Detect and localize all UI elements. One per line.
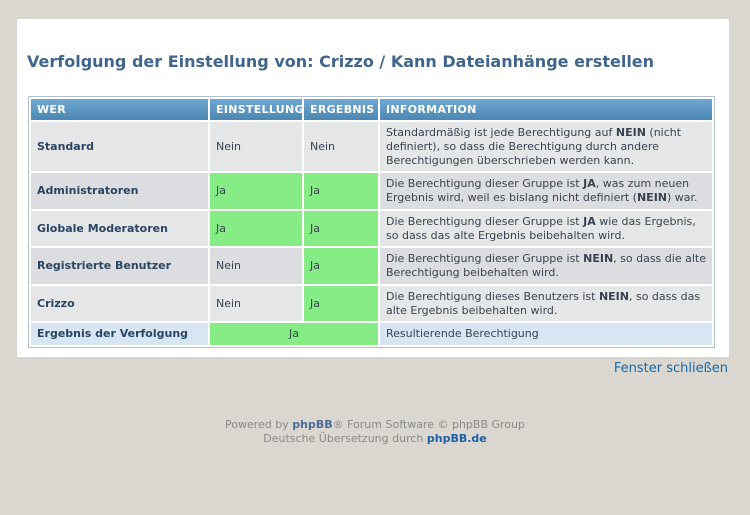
result-cell: Ja bbox=[304, 285, 378, 322]
phpbbde-link[interactable]: phpBB.de bbox=[426, 432, 487, 445]
permission-trace-table: WER EINSTELLUNG ERGEBNIS INFORMATION Sta… bbox=[28, 96, 715, 348]
page-title: Verfolgung der Einstellung von: Crizzo /… bbox=[27, 52, 655, 71]
setting-cell: Ja bbox=[210, 173, 302, 209]
table-row-trace-result: Ergebnis der Verfolgung Ja Resultierende… bbox=[31, 323, 712, 345]
trace-result-value-cell: Ja bbox=[210, 323, 378, 345]
table-row-standard: Standard Nein Nein Standardmäßig ist jed… bbox=[31, 122, 712, 172]
result-cell: Ja bbox=[304, 210, 378, 247]
setting-cell: Ja bbox=[210, 210, 302, 247]
who-cell: Standard bbox=[31, 122, 208, 172]
result-cell: Ja bbox=[304, 248, 378, 284]
info-cell: Standardmäßig ist jede Berechtigung auf … bbox=[380, 122, 712, 172]
info-cell: Resultierende Berechtigung bbox=[380, 323, 712, 345]
table-row-crizzo: Crizzo Nein Ja Die Berechtigung dieses B… bbox=[31, 285, 712, 322]
table-row-registered-users: Registrierte Benutzer Nein Ja Die Berech… bbox=[31, 248, 712, 284]
footer-powered-suffix: ® Forum Software © phpBB Group bbox=[332, 418, 525, 431]
who-cell: Administratoren bbox=[31, 173, 208, 209]
footer-powered-line: Powered by phpBB® Forum Software © phpBB… bbox=[0, 418, 750, 432]
setting-cell: Nein bbox=[210, 122, 302, 172]
footer-translation-line: Deutsche Übersetzung durch phpBB.de bbox=[0, 432, 750, 446]
footer: Powered by phpBB® Forum Software © phpBB… bbox=[0, 418, 750, 446]
close-row: Fenster schließen bbox=[614, 361, 728, 376]
column-header-who: WER bbox=[31, 99, 208, 120]
result-cell: Nein bbox=[304, 122, 378, 172]
info-cell: Die Berechtigung dieser Gruppe ist NEIN,… bbox=[380, 248, 712, 284]
info-cell: Die Berechtigung dieser Gruppe ist JA wi… bbox=[380, 210, 712, 247]
who-cell: Crizzo bbox=[31, 285, 208, 322]
close-window-link[interactable]: Fenster schließen bbox=[613, 361, 728, 376]
table-row-administrators: Administratoren Ja Ja Die Berechtigung d… bbox=[31, 173, 712, 209]
who-cell: Globale Moderatoren bbox=[31, 210, 208, 247]
who-cell: Ergebnis der Verfolgung bbox=[31, 323, 208, 345]
setting-cell: Nein bbox=[210, 248, 302, 284]
table-header: WER EINSTELLUNG ERGEBNIS INFORMATION bbox=[31, 99, 712, 120]
footer-translation-prefix: Deutsche Übersetzung durch bbox=[263, 432, 427, 445]
footer-powered-prefix: Powered by bbox=[225, 418, 293, 431]
setting-cell: Nein bbox=[210, 285, 302, 322]
table-row-global-moderators: Globale Moderatoren Ja Ja Die Berechtigu… bbox=[31, 210, 712, 247]
result-cell: Ja bbox=[304, 173, 378, 209]
info-cell: Die Berechtigung dieser Gruppe ist JA, w… bbox=[380, 173, 712, 209]
column-header-information: INFORMATION bbox=[380, 99, 712, 120]
column-header-setting: EINSTELLUNG bbox=[210, 99, 304, 120]
who-cell: Registrierte Benutzer bbox=[31, 248, 208, 284]
popup-window: Verfolgung der Einstellung von: Crizzo /… bbox=[17, 19, 729, 357]
phpbb-link[interactable]: phpBB bbox=[292, 418, 333, 431]
info-cell: Die Berechtigung dieses Benutzers ist NE… bbox=[380, 285, 712, 322]
column-header-result: ERGEBNIS bbox=[304, 99, 378, 120]
